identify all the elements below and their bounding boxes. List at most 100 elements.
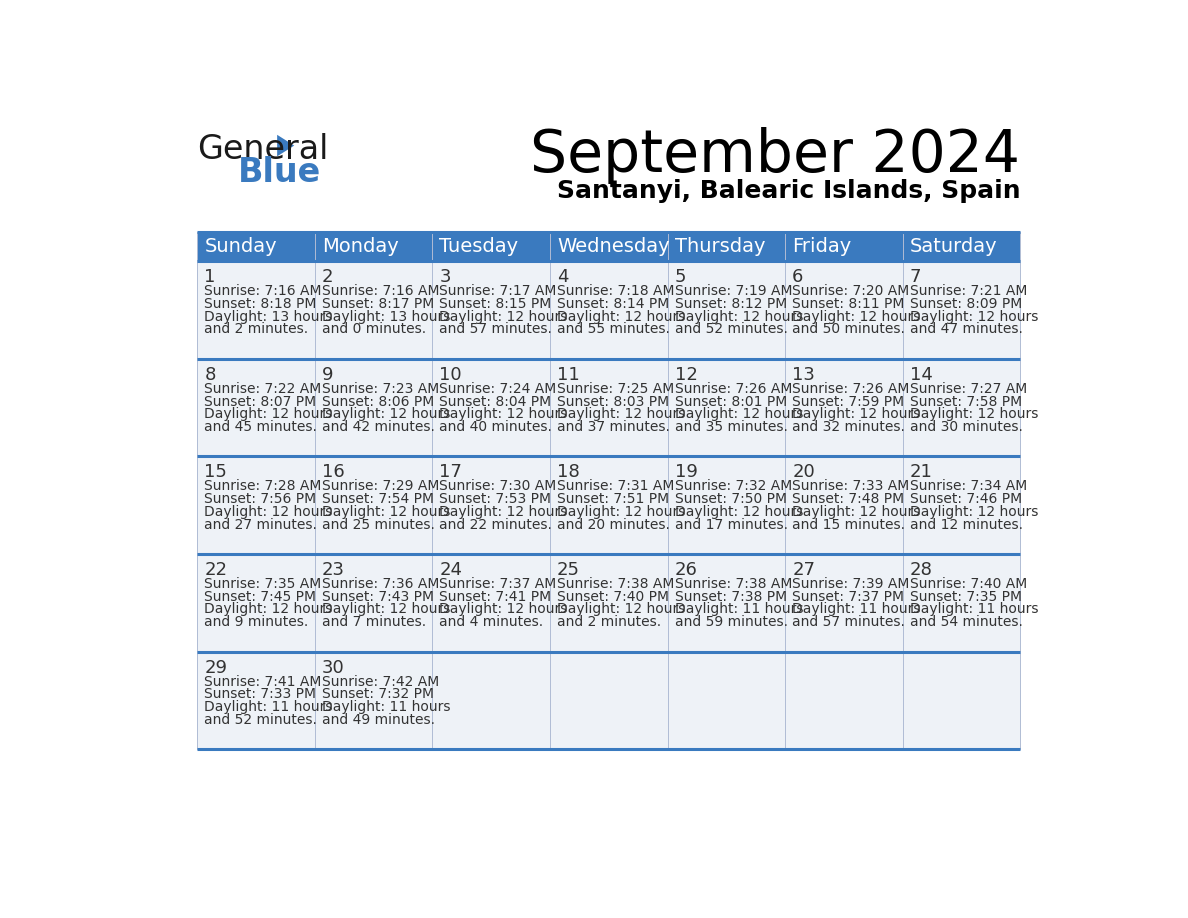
Text: Daylight: 12 hours: Daylight: 12 hours (322, 602, 450, 617)
Text: 3: 3 (440, 268, 451, 286)
Text: Sunset: 7:35 PM: Sunset: 7:35 PM (910, 589, 1022, 604)
Text: Daylight: 12 hours: Daylight: 12 hours (322, 408, 450, 421)
Bar (432, 261, 550, 359)
Text: 4: 4 (557, 268, 569, 286)
Bar (903, 261, 1020, 359)
Text: Daylight: 11 hours: Daylight: 11 hours (204, 700, 333, 714)
Text: Sunrise: 7:37 AM: Sunrise: 7:37 AM (440, 577, 557, 591)
Text: Sunset: 7:59 PM: Sunset: 7:59 PM (792, 395, 904, 409)
Text: and 35 minutes.: and 35 minutes. (675, 420, 788, 434)
Bar (785, 261, 903, 359)
Text: Sunset: 7:48 PM: Sunset: 7:48 PM (792, 492, 904, 506)
Text: 18: 18 (557, 464, 580, 481)
Text: Sunrise: 7:40 AM: Sunrise: 7:40 AM (910, 577, 1026, 591)
Bar (315, 652, 432, 749)
Bar (550, 359, 668, 456)
Text: Sunrise: 7:22 AM: Sunrise: 7:22 AM (204, 382, 322, 396)
Text: Daylight: 12 hours: Daylight: 12 hours (792, 309, 921, 323)
Text: Blue: Blue (238, 156, 321, 189)
Text: and 4 minutes.: and 4 minutes. (440, 615, 544, 629)
Bar (785, 554, 903, 652)
Text: Sunset: 8:12 PM: Sunset: 8:12 PM (675, 297, 786, 311)
Text: Daylight: 12 hours: Daylight: 12 hours (322, 505, 450, 519)
Bar (668, 456, 785, 554)
Text: and 2 minutes.: and 2 minutes. (557, 615, 662, 629)
Text: Saturday: Saturday (910, 237, 998, 256)
Bar (432, 359, 550, 456)
Text: Sunset: 7:51 PM: Sunset: 7:51 PM (557, 492, 669, 506)
Bar (668, 359, 785, 456)
Text: Sunrise: 7:23 AM: Sunrise: 7:23 AM (322, 382, 440, 396)
Text: and 52 minutes.: and 52 minutes. (675, 322, 788, 336)
Bar (315, 359, 432, 456)
Text: Sunrise: 7:34 AM: Sunrise: 7:34 AM (910, 479, 1026, 494)
Text: and 45 minutes.: and 45 minutes. (204, 420, 317, 434)
Text: Wednesday: Wednesday (557, 237, 670, 256)
Text: and 20 minutes.: and 20 minutes. (557, 518, 670, 532)
Text: Sunset: 8:14 PM: Sunset: 8:14 PM (557, 297, 669, 311)
Bar (197, 652, 315, 749)
Text: Sunrise: 7:31 AM: Sunrise: 7:31 AM (557, 479, 675, 494)
Text: and 52 minutes.: and 52 minutes. (204, 713, 317, 727)
Bar (432, 456, 550, 554)
Text: Daylight: 12 hours: Daylight: 12 hours (204, 602, 333, 617)
Text: Sunset: 7:38 PM: Sunset: 7:38 PM (675, 589, 786, 604)
Text: Sunset: 8:06 PM: Sunset: 8:06 PM (322, 395, 434, 409)
Text: Sunrise: 7:39 AM: Sunrise: 7:39 AM (792, 577, 910, 591)
Bar (197, 232, 315, 261)
Bar (668, 261, 785, 359)
Bar (432, 652, 550, 749)
Text: Daylight: 12 hours: Daylight: 12 hours (440, 602, 568, 617)
Text: Sunrise: 7:17 AM: Sunrise: 7:17 AM (440, 285, 557, 298)
Bar (785, 359, 903, 456)
Bar (197, 456, 315, 554)
Text: Sunset: 7:41 PM: Sunset: 7:41 PM (440, 589, 551, 604)
Text: and 0 minutes.: and 0 minutes. (322, 322, 426, 336)
Text: Santanyi, Balearic Islands, Spain: Santanyi, Balearic Islands, Spain (557, 179, 1020, 204)
Text: 26: 26 (675, 561, 697, 579)
Text: Sunday: Sunday (204, 237, 277, 256)
Bar (550, 652, 668, 749)
Text: Sunset: 8:11 PM: Sunset: 8:11 PM (792, 297, 904, 311)
Text: 9: 9 (322, 365, 334, 384)
Bar (197, 554, 315, 652)
Text: Sunset: 8:01 PM: Sunset: 8:01 PM (675, 395, 786, 409)
Text: Sunrise: 7:42 AM: Sunrise: 7:42 AM (322, 675, 440, 688)
Text: 13: 13 (792, 365, 815, 384)
Text: and 22 minutes.: and 22 minutes. (440, 518, 552, 532)
Text: Sunset: 7:33 PM: Sunset: 7:33 PM (204, 688, 316, 701)
Text: Sunrise: 7:29 AM: Sunrise: 7:29 AM (322, 479, 440, 494)
Text: Daylight: 12 hours: Daylight: 12 hours (910, 505, 1038, 519)
Text: 8: 8 (204, 365, 216, 384)
Text: and 47 minutes.: and 47 minutes. (910, 322, 1023, 336)
Text: Sunset: 7:54 PM: Sunset: 7:54 PM (322, 492, 434, 506)
Bar (668, 232, 785, 261)
Text: 11: 11 (557, 365, 580, 384)
Text: Sunset: 7:58 PM: Sunset: 7:58 PM (910, 395, 1022, 409)
Text: 24: 24 (440, 561, 462, 579)
Text: and 12 minutes.: and 12 minutes. (910, 518, 1023, 532)
Text: Tuesday: Tuesday (440, 237, 519, 256)
Bar (903, 456, 1020, 554)
Text: Daylight: 12 hours: Daylight: 12 hours (792, 408, 921, 421)
Text: Sunrise: 7:33 AM: Sunrise: 7:33 AM (792, 479, 910, 494)
Text: Sunset: 8:18 PM: Sunset: 8:18 PM (204, 297, 317, 311)
Text: Sunrise: 7:32 AM: Sunrise: 7:32 AM (675, 479, 792, 494)
Text: 22: 22 (204, 561, 227, 579)
Text: Sunrise: 7:38 AM: Sunrise: 7:38 AM (557, 577, 675, 591)
Bar (550, 232, 668, 261)
Text: and 57 minutes.: and 57 minutes. (440, 322, 552, 336)
Text: Daylight: 12 hours: Daylight: 12 hours (557, 602, 685, 617)
Text: Sunset: 7:45 PM: Sunset: 7:45 PM (204, 589, 316, 604)
Text: and 32 minutes.: and 32 minutes. (792, 420, 905, 434)
Text: Daylight: 11 hours: Daylight: 11 hours (322, 700, 450, 714)
Text: Daylight: 12 hours: Daylight: 12 hours (204, 408, 333, 421)
Text: Sunset: 7:40 PM: Sunset: 7:40 PM (557, 589, 669, 604)
Text: Sunset: 8:09 PM: Sunset: 8:09 PM (910, 297, 1022, 311)
Polygon shape (277, 135, 295, 156)
Text: Sunrise: 7:28 AM: Sunrise: 7:28 AM (204, 479, 322, 494)
Text: 15: 15 (204, 464, 227, 481)
Text: 10: 10 (440, 365, 462, 384)
Text: Sunrise: 7:36 AM: Sunrise: 7:36 AM (322, 577, 440, 591)
Text: Sunrise: 7:26 AM: Sunrise: 7:26 AM (792, 382, 910, 396)
